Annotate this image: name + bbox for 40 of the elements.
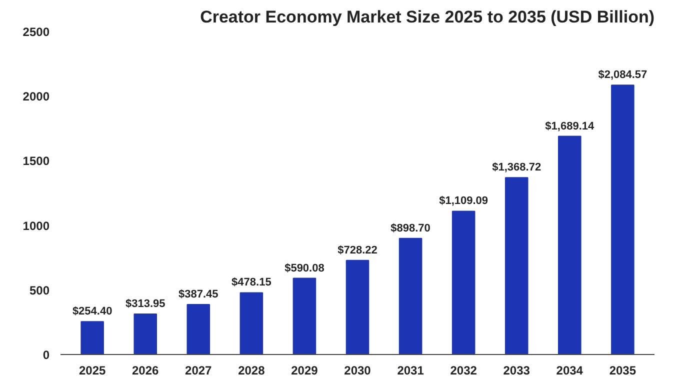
data-label: $1,689.14	[545, 120, 595, 132]
data-label: $387.45	[178, 288, 218, 300]
bar	[346, 260, 370, 354]
bar	[611, 84, 634, 354]
data-label: $590.08	[284, 262, 324, 274]
bar	[80, 321, 104, 354]
x-tick-label: 2027	[185, 364, 212, 378]
data-label: $478.15	[232, 276, 272, 289]
x-tick-label: 2026	[132, 364, 160, 378]
y-tick-label: 2000	[22, 90, 50, 104]
y-tick-label: 500	[29, 283, 50, 298]
x-tick-label: 2034	[556, 364, 584, 378]
x-tick-label: 2032	[450, 364, 478, 378]
bar	[240, 292, 264, 354]
bar	[504, 177, 528, 354]
data-label: $1,109.09	[439, 195, 488, 208]
x-tick-label: 2031	[397, 364, 424, 378]
bar	[398, 238, 422, 354]
bar	[558, 136, 582, 354]
data-label: $2,084.57	[598, 69, 648, 82]
data-label: $1,368.72	[492, 162, 542, 174]
x-tick-label: 2030	[344, 364, 372, 378]
chart-title: Creator Economy Market Size 2025 to 2035 (USD Billion)	[200, 8, 655, 26]
y-tick-label: 2500	[22, 25, 50, 39]
x-tick-label: 2029	[291, 364, 318, 378]
y-tick-label: 1000	[22, 218, 50, 233]
x-tick-label: 2033	[503, 364, 530, 378]
data-label: $313.95	[125, 298, 166, 310]
data-label: $254.40	[72, 306, 112, 318]
data-label: $728.22	[338, 244, 378, 256]
y-tick-label: 1500	[22, 154, 50, 168]
bar	[292, 278, 316, 354]
x-tick-label: 2028	[238, 364, 266, 378]
data-label: $898.70	[390, 222, 430, 234]
y-tick-label: 0	[42, 348, 50, 362]
bar	[452, 210, 476, 354]
bar	[134, 313, 157, 354]
x-tick-label: 2035	[609, 364, 636, 378]
bar	[186, 304, 210, 354]
x-tick-label: 2025	[78, 364, 106, 378]
